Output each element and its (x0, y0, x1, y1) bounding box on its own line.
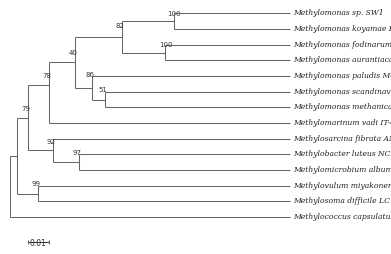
Text: 100: 100 (167, 11, 181, 17)
Text: Methylomonas sp. SW1: Methylomonas sp. SW1 (294, 9, 384, 18)
Text: 40: 40 (68, 50, 77, 56)
Text: Methylomonas scandinavica SR5: Methylomonas scandinavica SR5 (294, 88, 391, 96)
Text: 92: 92 (47, 139, 56, 145)
Text: 86: 86 (86, 72, 95, 78)
Text: Methylobacter luteus NCIMB 11914: Methylobacter luteus NCIMB 11914 (294, 150, 391, 158)
Text: Methylomonas aurantiaca JB103: Methylomonas aurantiaca JB103 (294, 56, 391, 65)
Text: Methylomicrobium album BG8: Methylomicrobium album BG8 (294, 166, 391, 174)
Text: Methylococcus capsulatus Texas: Methylococcus capsulatus Texas (294, 213, 391, 221)
Text: Methylomonas paludis MG30: Methylomonas paludis MG30 (294, 72, 391, 80)
Text: Methylomonas methanica S1: Methylomonas methanica S1 (294, 103, 391, 112)
Text: 78: 78 (43, 73, 52, 79)
Text: Methylosarcina fibrata AML-C10: Methylosarcina fibrata AML-C10 (294, 135, 391, 143)
Text: 51: 51 (99, 87, 108, 93)
Text: 79: 79 (21, 106, 30, 112)
Text: 82: 82 (116, 23, 125, 29)
Text: 99: 99 (32, 181, 41, 187)
Text: Methylosoma difficile LC 2: Methylosoma difficile LC 2 (294, 197, 391, 205)
Text: Methylovulum miyakonense HT12: Methylovulum miyakonense HT12 (294, 182, 391, 190)
Text: 100: 100 (159, 42, 172, 48)
Text: 0.01: 0.01 (30, 239, 47, 248)
Text: 97: 97 (73, 150, 82, 156)
Text: Methylomonas fodinarum JB13: Methylomonas fodinarum JB13 (294, 41, 391, 49)
Text: Methylomarinum vadi IT-4: Methylomarinum vadi IT-4 (294, 119, 391, 127)
Text: Methylomonas koyamae Fw12E-Y: Methylomonas koyamae Fw12E-Y (294, 25, 391, 33)
